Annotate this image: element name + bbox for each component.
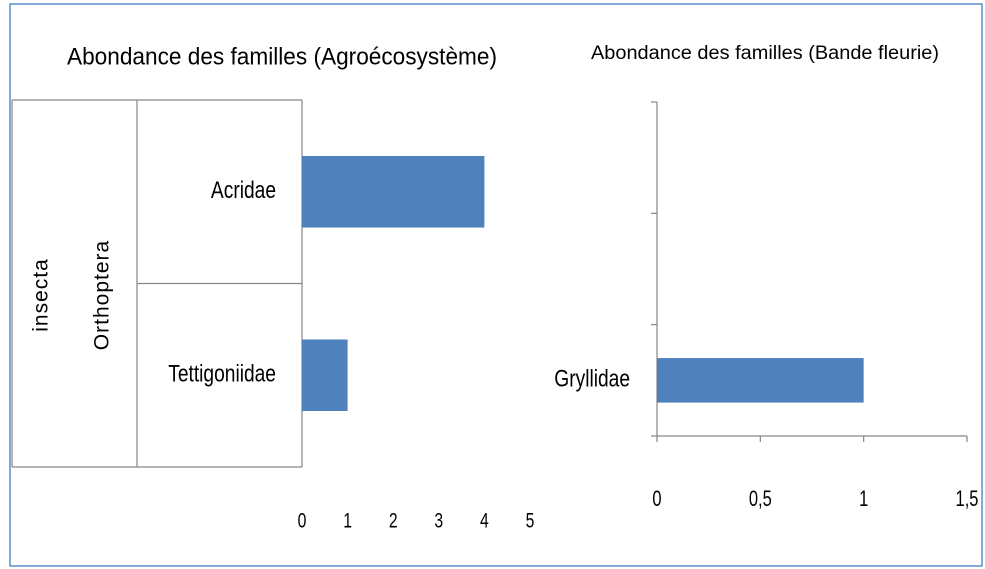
x-tick-label: 4: [480, 508, 489, 532]
x-tick-label: 1,5: [956, 487, 979, 512]
bar: [302, 339, 348, 412]
y-tick-label: Gryllidae: [554, 365, 630, 393]
x-tick-label: 1: [859, 487, 868, 512]
bar: [302, 155, 485, 228]
x-tick-label: 0: [298, 508, 307, 532]
x-tick-label: 5: [526, 508, 535, 532]
bar: [657, 358, 864, 403]
group-label: insecta: [30, 258, 53, 332]
x-tick-label: 3: [434, 508, 443, 532]
x-tick-label: 0,5: [749, 487, 772, 512]
frame: [9, 3, 983, 567]
chart-title: Abondance des familles (Agroécosystème): [67, 43, 497, 70]
chart-title: Abondance des familles (Bande fleurie): [591, 43, 939, 64]
y-tick-label: Tettigoniidae: [168, 359, 276, 387]
group-label: Orthoptera: [91, 240, 114, 350]
x-tick-label: 1: [343, 508, 352, 532]
y-tick-label: Acridae: [211, 176, 276, 204]
x-tick-label: 0: [652, 487, 661, 512]
x-tick-label: 2: [389, 508, 398, 532]
